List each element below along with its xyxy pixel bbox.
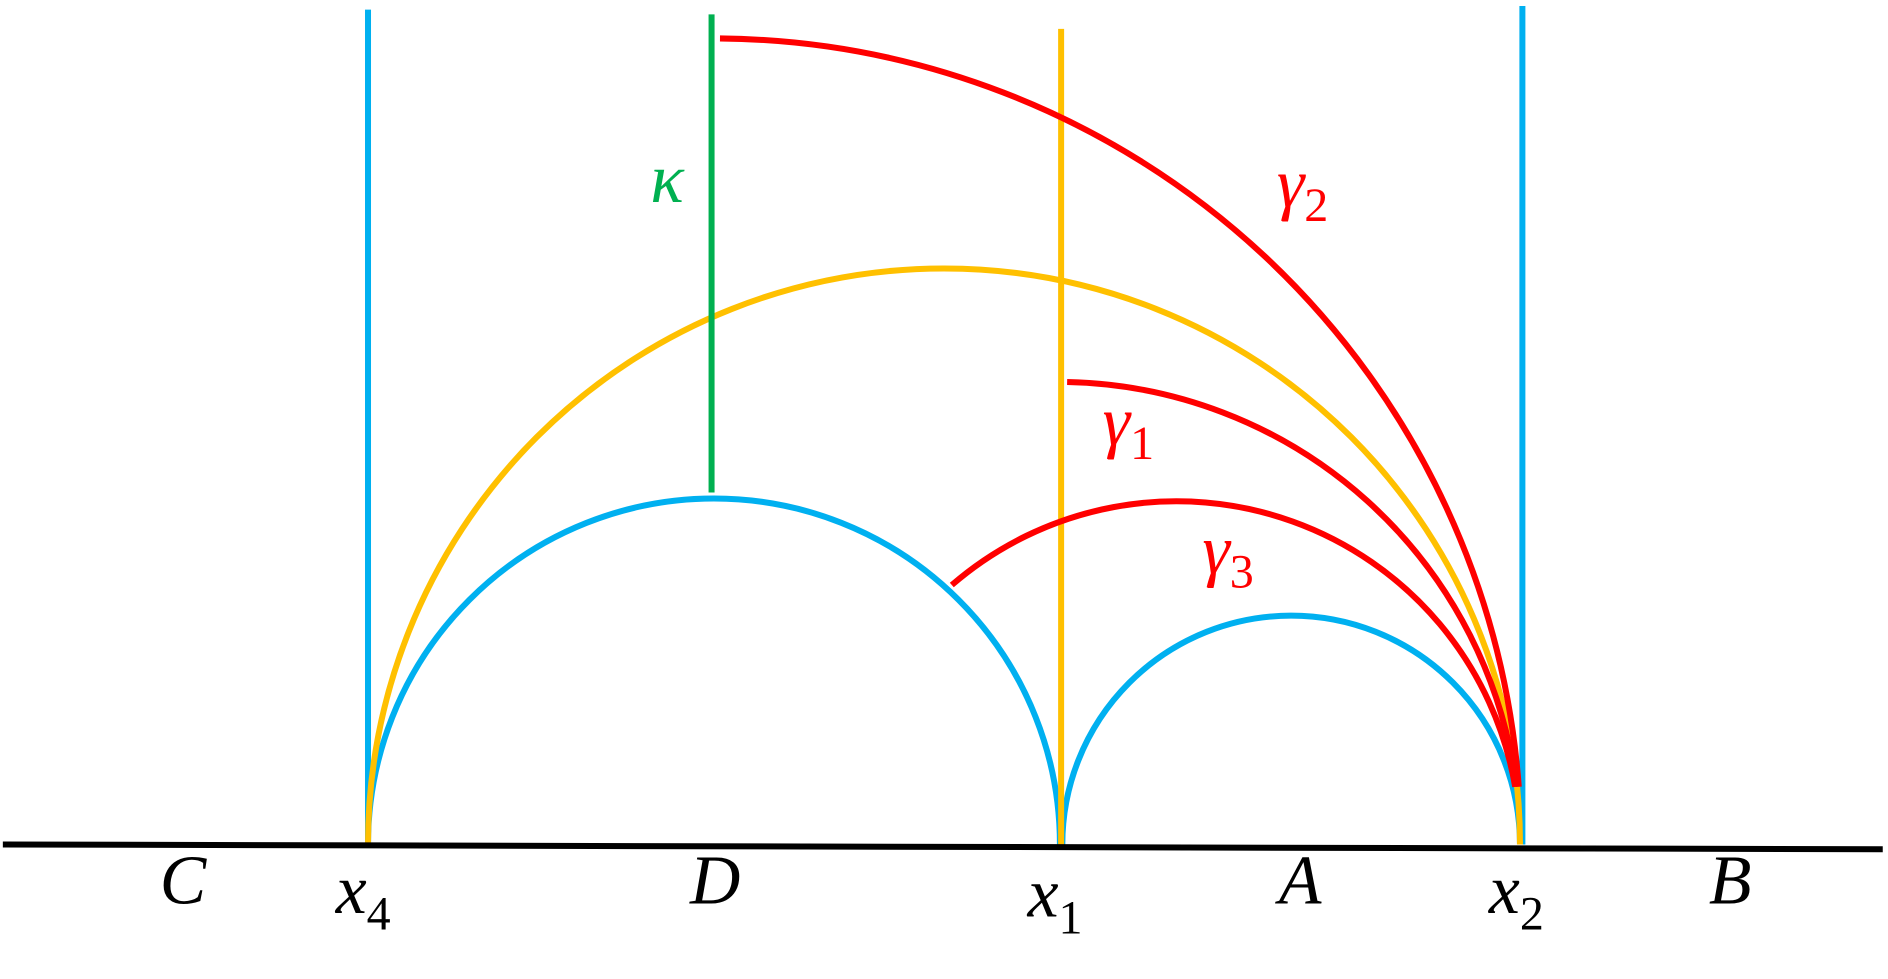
label-subscript: 1 [1130, 417, 1154, 470]
boundary-line [2, 841, 1883, 853]
label-subscript: 3 [1230, 545, 1254, 598]
gamma1-arc [1067, 378, 1520, 788]
label-subscript: 4 [367, 888, 391, 941]
label-text: C [160, 842, 208, 919]
blue-arc-x4-x1 [365, 495, 1063, 845]
point-label: B [1709, 842, 1752, 919]
gamma2-arc [719, 35, 1522, 788]
blue-arc-x1-x2 [1059, 612, 1523, 845]
point-label: A [1275, 842, 1322, 919]
point-label: x1 [1027, 856, 1083, 945]
label-text: γ [1202, 512, 1231, 589]
label-subscript: 2 [1304, 179, 1328, 232]
label-text: A [1275, 842, 1322, 919]
curve-label: γ3 [1202, 512, 1253, 598]
point-label: x4 [335, 852, 391, 941]
label-text: B [1709, 842, 1752, 919]
point-label: D [689, 842, 740, 919]
point-label: x2 [1488, 852, 1544, 941]
label-text: γ [1277, 146, 1306, 223]
point-label: C [160, 842, 208, 919]
curve-label: γ1 [1103, 383, 1154, 469]
label-subscript: 2 [1520, 888, 1544, 941]
label-text: x [335, 852, 367, 929]
label-text: γ [1103, 383, 1132, 460]
orange-arc [365, 265, 1523, 845]
label-text: κ [650, 141, 685, 218]
label-text: x [1027, 856, 1059, 933]
label-text: x [1488, 852, 1520, 929]
curve-label: κ [650, 141, 685, 218]
gamma3-arc [949, 498, 1519, 788]
label-subscript: 1 [1059, 891, 1083, 944]
curve-label: γ2 [1277, 146, 1328, 232]
label-text: D [689, 842, 740, 919]
